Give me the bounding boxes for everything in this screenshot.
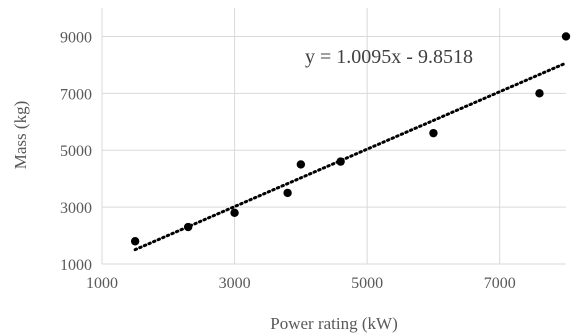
x-axis-title: Power rating (kW) bbox=[270, 314, 397, 333]
data-points bbox=[130, 32, 571, 246]
x-tick-label: 7000 bbox=[484, 275, 516, 292]
data-point bbox=[429, 128, 438, 138]
y-tick-label: 9000 bbox=[60, 29, 92, 46]
y-axis-title: Mass (kg) bbox=[11, 101, 30, 169]
data-point bbox=[183, 222, 193, 232]
data-point bbox=[561, 32, 571, 41]
data-point bbox=[130, 237, 140, 246]
data-point bbox=[283, 188, 292, 198]
x-tick-label: 3000 bbox=[219, 275, 251, 292]
y-tick-label: 7000 bbox=[60, 86, 92, 103]
data-point bbox=[336, 157, 345, 166]
data-point bbox=[230, 208, 239, 217]
tick-labels: 1000 3000 5000 7000 9000 1000 3000 5000 7000 bbox=[60, 29, 516, 292]
y-tick-label: 1000 bbox=[60, 257, 92, 274]
x-tick-label: 5000 bbox=[351, 275, 383, 292]
x-tick-label: 1000 bbox=[86, 275, 118, 292]
data-point bbox=[535, 89, 544, 98]
trendline-equation: y = 1.0095x - 9.8518 bbox=[305, 46, 473, 68]
y-tick-label: 5000 bbox=[60, 143, 92, 160]
y-tick-label: 3000 bbox=[60, 200, 92, 217]
data-point bbox=[296, 160, 306, 169]
trendline-layer bbox=[133, 61, 568, 252]
trendline bbox=[133, 61, 568, 252]
axes bbox=[101, 8, 566, 265]
